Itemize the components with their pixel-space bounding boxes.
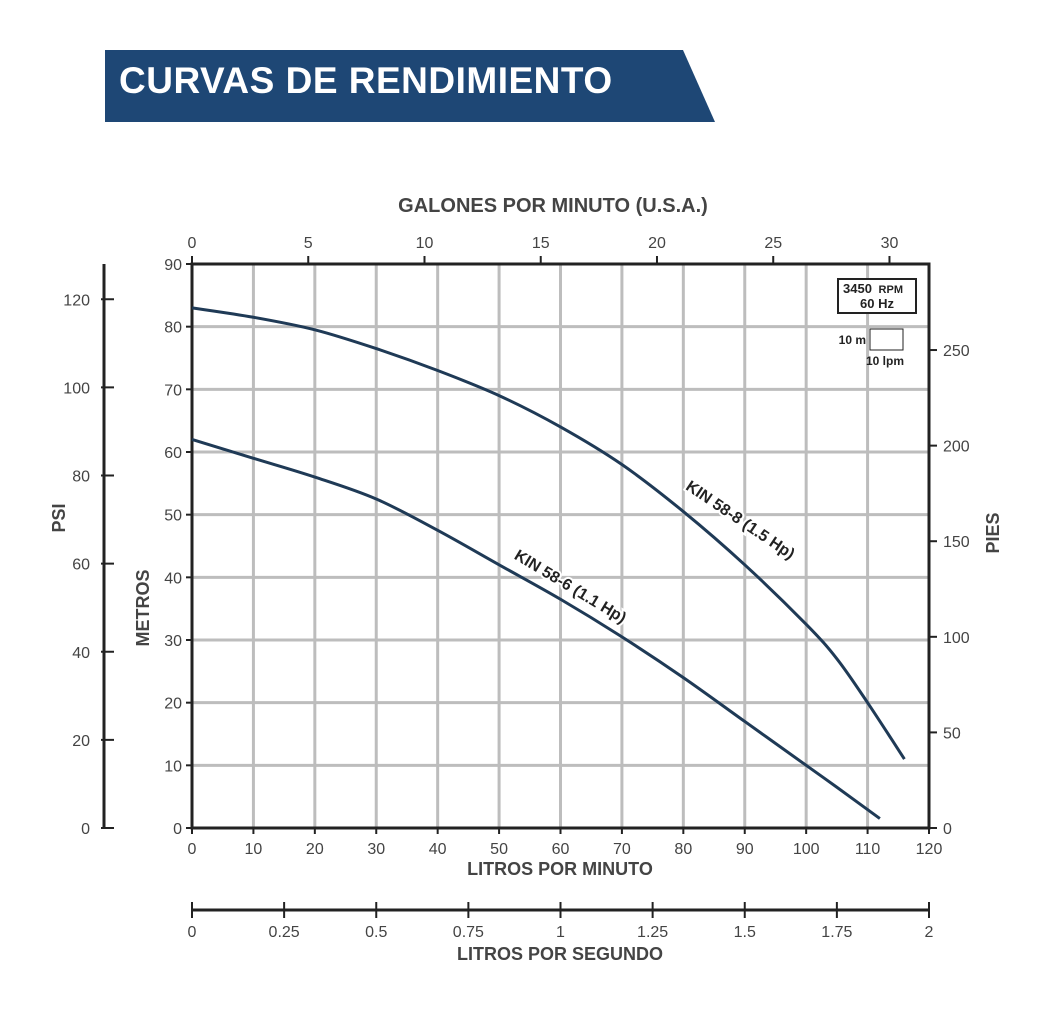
axis-labels: GALONES POR MINUTO (U.S.A.) LITROS POR M…: [49, 195, 1003, 964]
hz-value: 60 Hz: [860, 296, 894, 311]
x-top-tick-label: 5: [304, 235, 313, 252]
x-tick-label: 100: [793, 841, 820, 858]
rpm-value: 3450: [843, 281, 872, 296]
x-bottom2-tick-label: 0.75: [453, 924, 484, 941]
x-bottom2-axis-label: LITROS POR SEGUNDO: [457, 944, 663, 964]
x-tick-label: 30: [367, 841, 385, 858]
rpm-unit: RPM: [879, 284, 903, 296]
plot-frame: [190, 262, 931, 830]
y-tick-label: 80: [164, 320, 182, 337]
pies-tick-label: 0: [943, 821, 952, 838]
x-bottom2-tick-label: 1: [556, 924, 565, 941]
y-tick-label: 0: [173, 821, 182, 838]
y-tick-label: 10: [164, 758, 182, 775]
x-tick-label: 70: [613, 841, 631, 858]
x-tick-label: 40: [429, 841, 447, 858]
x-top-tick-label: 10: [416, 235, 434, 252]
grid: [192, 264, 929, 828]
x-tick-label: 10: [245, 841, 263, 858]
title-banner: CURVAS DE RENDIMIENTO: [105, 50, 715, 122]
x-bottom2-tick-label: 1.75: [821, 924, 852, 941]
y-tick-label: 30: [164, 633, 182, 650]
x-tick-label: 0: [188, 841, 197, 858]
y-tick-label: 50: [164, 508, 182, 525]
x-bottom2-tick-label: 0.25: [269, 924, 300, 941]
pies-tick-label: 50: [943, 725, 961, 742]
pies-axis-label: PIES: [983, 512, 1003, 553]
x-top-axis-label: GALONES POR MINUTO (U.S.A.): [398, 195, 708, 217]
svg-text:3450 RPM: 3450 RPM: [843, 281, 903, 296]
pies-tick-label: 250: [943, 343, 970, 360]
x-bottom2-tick-label: 0.5: [365, 924, 387, 941]
pies-tick-label: 100: [943, 630, 970, 647]
pies-tick-label: 200: [943, 439, 970, 456]
y-axis-label: METROS: [133, 569, 153, 646]
y-tick-label: 60: [164, 445, 182, 462]
x-bottom2-tick-label: 1.25: [637, 924, 668, 941]
x-tick-label: 90: [736, 841, 754, 858]
x-tick-label: 110: [855, 841, 881, 858]
x-top-tick-label: 20: [648, 235, 666, 252]
psi-tick-label: 20: [72, 733, 90, 750]
x-tick-label: 60: [552, 841, 570, 858]
page-title: CURVAS DE RENDIMIENTO: [119, 60, 613, 101]
x-top-tick-label: 25: [764, 235, 782, 252]
x-tick-label: 50: [490, 841, 508, 858]
y-tick-label: 40: [164, 570, 182, 587]
series-curve: [191, 438, 881, 820]
x-top-tick-label: 15: [532, 235, 550, 252]
x-tick-label: 120: [916, 841, 943, 858]
x-tick-label: 20: [306, 841, 324, 858]
x-bottom2-tick-label: 0: [188, 924, 197, 941]
info-box: 3450 RPM 60 Hz 10 m 10 lpm: [837, 278, 917, 368]
x-bottom2-tick-label: 2: [925, 924, 934, 941]
psi-tick-label: 40: [72, 645, 90, 662]
psi-tick-label: 60: [72, 557, 90, 574]
series-curve: [191, 306, 906, 760]
y-tick-label: 20: [164, 696, 182, 713]
psi-tick-label: 0: [81, 821, 90, 838]
scale-x-label: 10 lpm: [866, 354, 904, 368]
psi-tick-label: 80: [72, 469, 90, 486]
x-top-tick-label: 30: [881, 235, 899, 252]
axes: 0 10 20 30 40 50 60 70 80 90 100 110 120010203040506…: [63, 235, 970, 941]
x-axis-label: LITROS POR MINUTO: [467, 859, 653, 879]
banner-shape: [105, 50, 715, 122]
y-tick-label: 70: [164, 382, 182, 399]
scale-y-label: 10 m: [839, 333, 866, 347]
x-top-tick-label: 0: [188, 235, 197, 252]
pies-tick-label: 150: [943, 534, 970, 551]
y-tick-label: 90: [164, 257, 182, 274]
x-tick-label: 80: [674, 841, 692, 858]
psi-axis-label: PSI: [49, 503, 69, 532]
psi-tick-label: 120: [63, 292, 90, 309]
psi-tick-label: 100: [63, 380, 90, 397]
x-bottom2-tick-label: 1.5: [734, 924, 756, 941]
